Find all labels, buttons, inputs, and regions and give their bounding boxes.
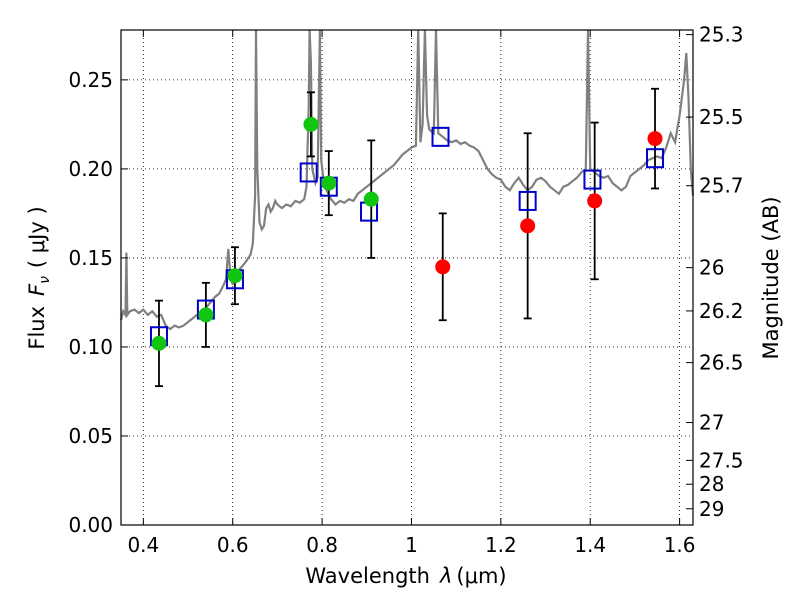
x-tick-label: 1.2 [485, 533, 517, 557]
plot-frame [120, 29, 694, 526]
y2-tick-label: 25.3 [699, 23, 744, 47]
y-axis-title: Flux Fν ( μJy ) [25, 206, 53, 349]
x-axis-title-prefix: Wavelength [305, 564, 430, 588]
y2-tick-label: 28 [699, 472, 724, 496]
axes: 0.4 0.6 0.8 1 1.2 1.4 1.6 0.00 0.05 0.10 0.15 0.20 0… [68, 23, 743, 557]
y2-axis-title: Magnitude (AB) [759, 196, 783, 359]
observed-flux-point [520, 218, 536, 234]
y-axis-subscript: ν [37, 276, 53, 284]
y2-tick-label: 26 [699, 256, 724, 280]
x-tick-label: 0.4 [127, 533, 159, 557]
y2-tick-label: 26.2 [699, 299, 744, 323]
observed-flux-point [647, 131, 663, 147]
y-axis-symbol: F [25, 283, 49, 296]
model-photometry-point [646, 148, 665, 169]
model-spectrum-line [119, 29, 695, 331]
observed-flux-point [435, 259, 451, 275]
observed-flux-point [227, 268, 243, 284]
x-tick-label: 0.6 [217, 533, 249, 557]
observed-flux-point [303, 116, 319, 132]
error-bars [154, 87, 660, 388]
y-tick-label: 0.05 [68, 424, 113, 448]
model-photometry-point [299, 162, 318, 183]
x-axis-title: Wavelength λ (μm) [305, 564, 506, 588]
y2-tick-label: 26.5 [699, 351, 744, 375]
model-photometry-point [583, 169, 602, 190]
observed-flux-points [151, 116, 663, 351]
x-axis-symbol: λ [439, 564, 452, 588]
x-tick-label: 1 [405, 533, 418, 557]
observed-flux-point [587, 193, 603, 209]
x-tick-label: 1.6 [664, 533, 696, 557]
y2-tick-label: 25.7 [699, 174, 744, 198]
observed-flux-point [151, 335, 167, 351]
x-tick-label: 0.8 [306, 533, 338, 557]
model-photometry-point [431, 126, 450, 147]
grid-lines [121, 30, 693, 526]
y-tick-label: 0.20 [68, 157, 113, 181]
y-tick-label: 0.00 [68, 513, 113, 537]
observed-flux-point [363, 191, 379, 207]
y-tick-label: 0.10 [68, 335, 113, 359]
y-axis-unit: ( μJy ) [25, 206, 49, 268]
y-axis-title-prefix: Flux [25, 306, 49, 350]
x-tick-label: 1.4 [574, 533, 606, 557]
y2-tick-label: 29 [699, 497, 724, 521]
y2-tick-label: 27 [699, 411, 724, 435]
y-tick-label: 0.25 [68, 68, 113, 92]
y2-tick-label: 27.5 [699, 448, 744, 472]
y2-tick-label: 25.5 [699, 105, 744, 129]
observed-flux-point [198, 307, 214, 323]
x-axis-unit: (μm) [456, 564, 506, 588]
y-tick-label: 0.15 [68, 246, 113, 270]
observed-flux-point [321, 175, 337, 191]
model-photometry-point [518, 190, 537, 211]
